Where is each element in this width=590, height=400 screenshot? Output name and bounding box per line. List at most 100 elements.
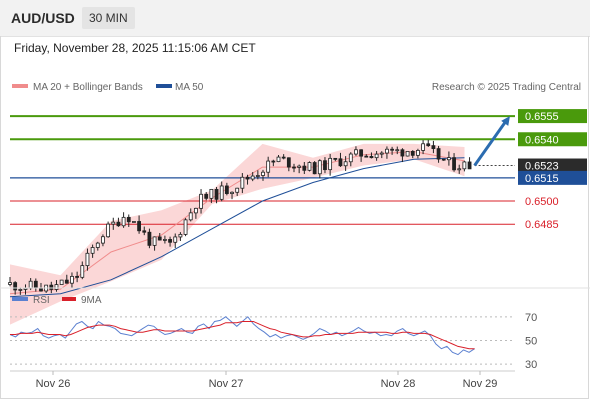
candle-body (230, 191, 234, 194)
ma20-legend-label: MA 20 + Bollinger Bands (33, 82, 143, 93)
candle-body (395, 149, 400, 152)
rsi-tick-50: 50 (525, 335, 537, 347)
rsi-tick-30: 30 (525, 359, 537, 371)
ma50-line (9, 157, 465, 298)
candle-body (323, 160, 327, 171)
price-label-0-6540-bg (518, 132, 587, 147)
candle-body (178, 233, 183, 238)
candle-body (137, 221, 141, 232)
candle-body (307, 162, 312, 171)
candle-body (312, 162, 317, 175)
candle-body (147, 231, 152, 246)
symbol-title: AUD/USD (11, 10, 75, 26)
candle-body (214, 188, 219, 200)
price-label-0-6523: 0.6523 (525, 161, 559, 173)
candle-body (379, 152, 384, 155)
candle-body (385, 148, 389, 154)
candle-body (28, 280, 33, 289)
candle-body (59, 279, 64, 285)
candle-body (359, 149, 364, 157)
candle-body (106, 223, 111, 238)
candle-body (292, 166, 296, 169)
candle-body (441, 158, 446, 161)
candle-body (33, 280, 38, 289)
candle-body (426, 143, 431, 147)
candle-body (209, 188, 214, 199)
candle-body (328, 157, 333, 171)
candle-body (193, 207, 198, 214)
ma20-legend-swatch (12, 84, 28, 88)
candle-body (70, 275, 74, 284)
candle-body (8, 282, 12, 285)
candle-body (452, 157, 456, 171)
candle-body (173, 236, 178, 243)
timeframe-button[interactable]: 30 MIN (82, 7, 135, 29)
candle-body (462, 161, 467, 170)
copyright-label: Research © 2025 Trading Central (432, 82, 581, 93)
chart-frame (0, 36, 589, 399)
price-label-0-6540: 0.6540 (525, 134, 559, 146)
candle-body (354, 149, 358, 155)
price-label-0-6515: 0.6515 (525, 173, 559, 185)
candle-body (188, 212, 193, 221)
candle-body (224, 185, 229, 194)
candle-body (369, 156, 374, 159)
price-label-0-6485: 0.6485 (525, 219, 559, 231)
candle-body (431, 145, 436, 149)
price-label-0-6523-bg (518, 158, 587, 173)
ma50-legend-swatch (156, 84, 172, 88)
candle-body (101, 236, 105, 244)
candle-body (75, 275, 80, 278)
candle-body (245, 176, 250, 180)
candle-body (255, 175, 260, 177)
candle-body (90, 247, 95, 254)
candle-body (400, 149, 405, 157)
candle-body (348, 153, 353, 163)
time-tick-label: Nov 26 (36, 378, 71, 390)
candle-body (297, 165, 302, 168)
rsi-line (9, 316, 475, 356)
candle-body (80, 265, 85, 278)
time-tick-label: Nov 29 (463, 378, 498, 390)
candle-body (49, 284, 54, 290)
candle-body (436, 148, 441, 160)
price-label-0-6555: 0.6555 (525, 111, 559, 123)
candle-body (410, 150, 415, 156)
candle-body (276, 156, 281, 163)
rsi-legend-label: RSI (33, 295, 50, 306)
candle-body (446, 157, 451, 161)
chart-timestamp: Friday, November 28, 2025 11:15:06 AM CE… (14, 41, 256, 55)
candle-body (64, 279, 69, 284)
candle-body (302, 165, 307, 171)
candle-body (168, 239, 172, 243)
candle-body (121, 216, 126, 227)
candle-body (142, 230, 147, 233)
chart-header: AUD/USD 30 MIN (0, 0, 590, 37)
candle-body (271, 160, 276, 163)
forecast-arrow-head (501, 116, 510, 126)
candle-body (199, 193, 203, 209)
candle-body (266, 160, 271, 173)
candle-body (132, 221, 136, 223)
candle-body (54, 284, 59, 290)
candle-body (116, 221, 121, 227)
candle-body (183, 219, 188, 235)
candle-body (416, 150, 420, 156)
rsi-ma-legend-label: 9MA (81, 295, 102, 306)
candle-body (85, 252, 90, 267)
rsi-legend-swatch (12, 297, 28, 301)
time-tick-label: Nov 27 (209, 378, 244, 390)
candle-body (405, 150, 410, 157)
candle-body (286, 157, 291, 168)
candle-body (18, 289, 23, 291)
candle-body (240, 176, 245, 189)
candle-body (457, 168, 462, 171)
candle-body (421, 143, 425, 151)
candle-body (281, 156, 286, 159)
candle-body (13, 282, 18, 291)
candle-body (235, 187, 240, 193)
candle-body (163, 239, 167, 241)
candle-body (126, 216, 131, 223)
candle-body (157, 236, 162, 241)
